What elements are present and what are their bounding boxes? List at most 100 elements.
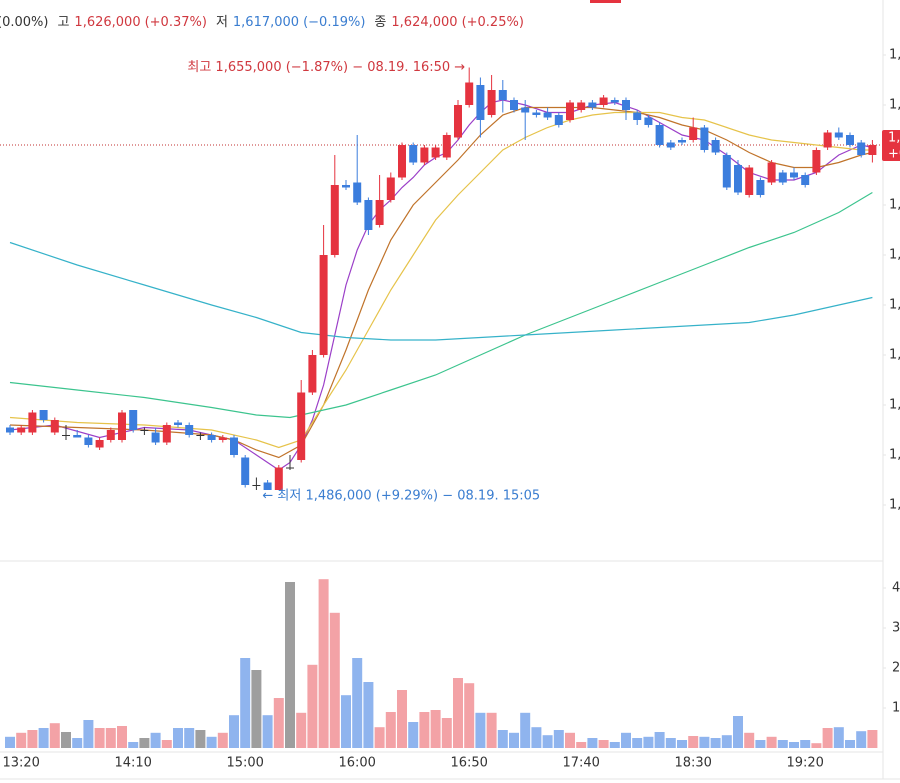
volume-bar	[273, 698, 284, 748]
candle-body	[554, 115, 563, 125]
candle-body	[666, 142, 675, 148]
candle-body	[6, 427, 14, 433]
price-tag	[882, 130, 900, 161]
candle-body	[62, 435, 70, 436]
candle-body	[498, 90, 507, 100]
candle-body	[778, 172, 787, 183]
volume-bar	[217, 732, 228, 748]
volume-bar	[27, 730, 38, 748]
x-tick-label: 13:20	[2, 756, 39, 771]
volume-bar	[94, 728, 105, 748]
candle-body	[129, 410, 138, 430]
volume-bar	[195, 730, 206, 748]
header-label: 종	[374, 15, 386, 30]
volume-bar	[553, 730, 564, 748]
candle-body	[151, 432, 160, 443]
candle-body	[409, 145, 418, 163]
candle-body	[185, 425, 194, 435]
volume-tick-label: 1	[892, 701, 900, 716]
volume-bar	[206, 736, 217, 748]
y-tick-label: 1,560,000	[889, 298, 900, 313]
y-tick-label: 1,480,000	[889, 498, 900, 513]
header-label: 고	[57, 15, 69, 30]
volume-bar	[150, 732, 161, 748]
volume-bar	[565, 732, 575, 748]
volume-bar	[531, 727, 542, 748]
candle-body	[734, 165, 742, 193]
candle-body	[442, 135, 451, 158]
candle-body	[73, 435, 82, 438]
volume-bar	[296, 712, 307, 748]
candle-body	[857, 142, 866, 155]
volume-bar	[117, 726, 127, 748]
volume-tick-label: 2	[892, 661, 900, 676]
candle-body	[274, 467, 283, 490]
volume-bar	[733, 716, 743, 748]
volume-bar	[385, 712, 396, 748]
y-tick-label: 1,520,000	[889, 398, 900, 413]
volume-bar	[128, 742, 139, 748]
candle-body	[722, 155, 731, 188]
x-tick-label: 19:20	[786, 756, 823, 771]
volume-layer	[5, 579, 878, 748]
volume-bar	[105, 728, 116, 748]
candle-body	[174, 422, 182, 425]
volume-bar	[520, 712, 531, 748]
price-tag-change: +0.25%	[888, 147, 900, 162]
candle-body	[678, 140, 686, 143]
y-tick-label: 1,580,000	[889, 248, 900, 263]
candle-body	[17, 427, 26, 433]
volume-bar	[251, 670, 262, 748]
volume-bar	[341, 695, 351, 748]
volume-bar	[419, 712, 430, 748]
candle-layer	[6, 67, 877, 490]
candle-body	[342, 185, 350, 188]
candle-body	[868, 145, 877, 155]
candle-body	[599, 97, 608, 105]
candle-body	[812, 150, 821, 173]
volume-bar	[16, 732, 27, 748]
volume-bar	[397, 690, 407, 748]
candle-body	[510, 100, 518, 110]
candle-body	[353, 182, 362, 203]
x-tick-label: 14:10	[114, 756, 151, 771]
candle-body	[386, 177, 395, 200]
candle-body	[823, 132, 832, 148]
candle-body	[330, 185, 339, 255]
volume-bar	[665, 738, 676, 748]
candle-body	[566, 102, 574, 120]
header-price: 1,624,000	[391, 15, 457, 30]
volume-bar	[139, 738, 150, 748]
y-tick-label: 1,640,000	[889, 98, 900, 113]
volume-bar	[430, 710, 441, 748]
candle-body	[207, 435, 216, 440]
volume-bar	[710, 738, 721, 748]
candle-body	[767, 162, 776, 183]
volume-bar	[38, 728, 49, 748]
candle-body	[28, 412, 37, 433]
candle-body	[84, 437, 93, 445]
volume-bar	[441, 718, 452, 748]
volume-bar	[329, 612, 340, 748]
volume-bar	[5, 736, 15, 748]
candle-body	[230, 437, 238, 455]
volume-bar	[609, 742, 620, 748]
candle-body	[476, 85, 485, 120]
volume-bar	[509, 732, 519, 748]
x-tick-label: 16:50	[450, 756, 487, 771]
candle-body	[252, 485, 261, 486]
candle-body	[95, 440, 104, 448]
candle-body	[118, 412, 126, 440]
volume-bar	[285, 582, 295, 748]
volume-bar	[229, 715, 239, 748]
header-label: 저	[216, 15, 228, 30]
volume-bar	[542, 735, 553, 748]
candle-body	[543, 112, 552, 118]
candle-body	[689, 127, 698, 140]
header: (0.00%) 고 1,626,000 (+0.37%) 저 1,617,000 (−0.1…	[0, 15, 524, 30]
candle-body	[39, 410, 48, 420]
candle-body	[756, 180, 765, 195]
x-tick-label: 18:30	[674, 756, 711, 771]
candle-body	[644, 117, 653, 125]
